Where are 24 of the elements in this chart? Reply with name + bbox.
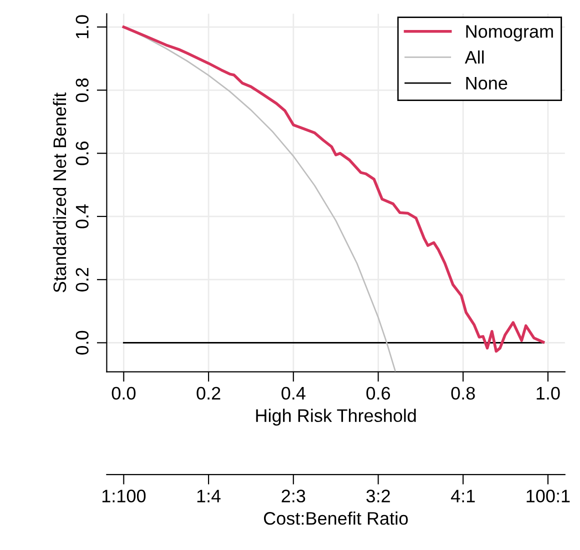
text: 3:2 [366, 490, 390, 502]
y-tick-label: 0.0 [76, 330, 89, 355]
y-tick-label: 1.0 [76, 15, 89, 38]
text: 4:1 [450, 490, 475, 502]
legend-label: Nomogram [466, 25, 553, 42]
x-tick-label: 0.0 [112, 386, 136, 400]
x-axis-title: High Risk Threshold [256, 408, 416, 426]
x-tick-label: 1.0 [536, 386, 560, 400]
y-axis-title: Standardized Net Benefit [52, 92, 66, 292]
legend-label: All [464, 50, 484, 64]
text: 1:4 [197, 490, 221, 502]
text: 100:1 [526, 490, 570, 502]
y-tick-label: 0.6 [76, 142, 89, 166]
x-tick-label: 0.8 [451, 386, 475, 400]
x-tick-label: 0.4 [282, 386, 306, 400]
legend-label: None [466, 76, 508, 90]
x2-axis-title: Cost:Benefit Ratio [264, 512, 408, 525]
y-tick-label: 0.2 [76, 268, 89, 292]
y-tick-label: 0.8 [76, 78, 89, 102]
text: 1:100 [102, 490, 146, 502]
x-tick-label: 0.2 [196, 386, 220, 400]
y-tick-label: 0.4 [76, 204, 89, 228]
x-tick-label: 0.6 [366, 386, 390, 400]
text: 2:3 [282, 490, 306, 502]
